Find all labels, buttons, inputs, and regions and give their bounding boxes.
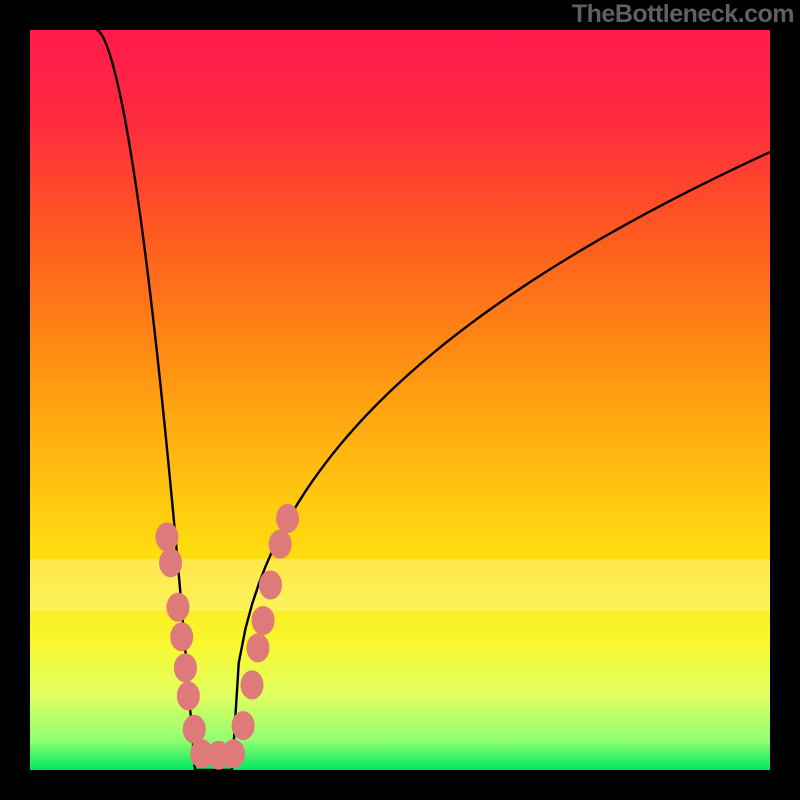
data-marker <box>247 634 269 662</box>
data-marker <box>160 549 182 577</box>
data-marker <box>241 671 263 699</box>
chart-container: TheBottleneck.com <box>0 0 800 800</box>
data-marker <box>177 682 199 710</box>
data-marker <box>232 712 254 740</box>
plot-background <box>30 30 770 770</box>
data-marker <box>252 607 274 635</box>
chart-svg <box>0 0 800 800</box>
data-marker <box>260 571 282 599</box>
data-marker <box>183 715 205 743</box>
watermark-text: TheBottleneck.com <box>572 0 794 29</box>
pale-band <box>30 559 770 611</box>
data-marker <box>174 654 196 682</box>
data-marker <box>223 740 245 768</box>
data-marker <box>167 593 189 621</box>
data-marker <box>156 523 178 551</box>
data-marker <box>171 623 193 651</box>
data-marker <box>277 504 299 532</box>
data-marker <box>269 530 291 558</box>
